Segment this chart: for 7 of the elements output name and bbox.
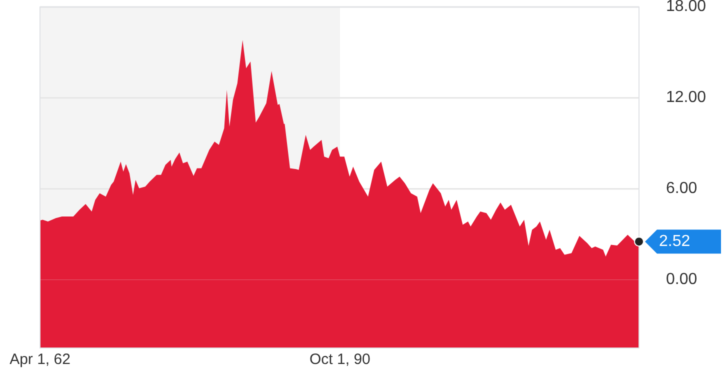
y-tick-label: 6.00 [666,180,698,198]
x-tick-label: Apr 1, 62 [10,351,70,368]
annotation: 2.52 [659,232,690,250]
y-tick-label: 18.00 [666,0,706,16]
y-tick-label: 0.00 [666,271,698,288]
y-tick-label: 12.00 [666,89,706,106]
x-tick-label: Oct 1, 90 [310,351,370,368]
